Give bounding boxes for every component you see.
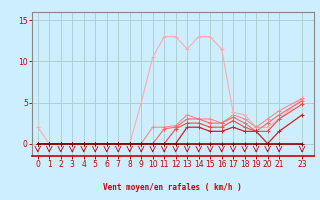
X-axis label: Vent moyen/en rafales ( km/h ): Vent moyen/en rafales ( km/h ) (103, 183, 242, 192)
